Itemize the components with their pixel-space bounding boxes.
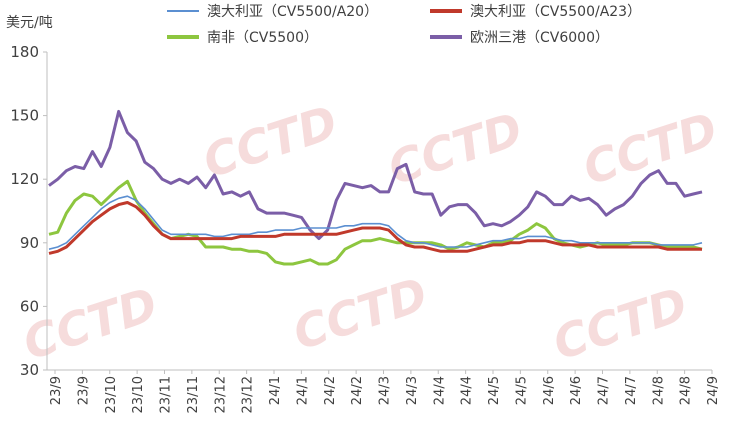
- x-tick-label: 24/9: [706, 376, 721, 405]
- y-tick-label: 180: [10, 43, 39, 61]
- series-line-au_a20: [48, 195, 703, 250]
- x-tick-label: 24/4: [432, 376, 447, 405]
- y-axis: 30 60 90 120 150 180: [10, 43, 48, 379]
- x-tick-label: 24/4: [460, 376, 475, 405]
- watermark-text: CCTD: [382, 102, 529, 196]
- unit-label: 美元/吨: [6, 15, 53, 31]
- x-tick-label: 23/10: [131, 376, 146, 413]
- x-tick-label: 24/2: [350, 376, 365, 405]
- y-tick-label: 30: [20, 361, 39, 379]
- watermark-text: CCTD: [577, 102, 724, 196]
- legend: 澳大利亚（CV5500/A20） 澳大利亚（CV5500/A23） 南非（CV550…: [167, 4, 641, 46]
- x-tick-label: 24/1: [268, 376, 283, 405]
- x-tick-label: 24/6: [569, 376, 584, 405]
- x-tick-label: 24/2: [323, 376, 338, 405]
- x-tick-label: 23/10: [104, 376, 119, 413]
- x-tick-label: 24/8: [651, 376, 666, 405]
- x-tick-label: 24/3: [378, 376, 393, 405]
- x-axis: 23/9 23/9 23/10 23/10 23/11 23/11 23/12 23/12 24…: [47, 369, 721, 413]
- x-tick-label: 24/8: [679, 376, 694, 405]
- watermark-text: CCTD: [17, 277, 164, 371]
- watermark-text: CCTD: [287, 267, 434, 361]
- watermark-text: CCTD: [547, 277, 694, 371]
- x-tick-label: 24/7: [597, 376, 612, 405]
- x-tick-label: 23/11: [159, 376, 174, 413]
- x-tick-label: 24/1: [295, 376, 310, 405]
- legend-label-au_a20: 澳大利亚（CV5500/A20）: [207, 4, 378, 20]
- x-tick-label: 24/5: [487, 376, 502, 405]
- y-tick-label: 60: [20, 297, 39, 315]
- x-tick-label: 23/9: [49, 376, 64, 405]
- series-line-sa: [48, 179, 703, 266]
- legend-label-eu: 欧洲三港（CV6000）: [470, 30, 609, 46]
- x-tick-label: 23/9: [76, 376, 91, 405]
- y-tick-label: 150: [10, 107, 39, 125]
- legend-label-sa: 南非（CV5500）: [207, 30, 318, 46]
- legend-label-au_a23: 澳大利亚（CV5500/A23）: [470, 4, 641, 20]
- x-tick-label: 24/6: [542, 376, 557, 405]
- x-tick-label: 23/11: [186, 376, 201, 413]
- y-tick-label: 120: [10, 170, 39, 188]
- series-line-au_a23: [48, 201, 702, 255]
- watermark-text: CCTD: [197, 95, 344, 189]
- series-line-eu: [48, 109, 703, 241]
- x-tick-label: 23/12: [241, 376, 256, 413]
- x-tick-label: 24/7: [624, 376, 639, 405]
- y-tick-label: 90: [20, 234, 39, 252]
- x-tick-label: 24/3: [405, 376, 420, 405]
- x-tick-label: 23/12: [213, 376, 228, 413]
- series-lines: [48, 109, 703, 266]
- x-tick-label: 24/5: [514, 376, 529, 405]
